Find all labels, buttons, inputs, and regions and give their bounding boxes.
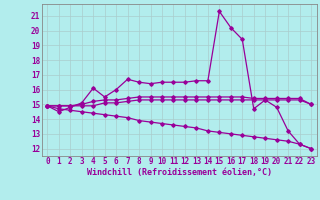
X-axis label: Windchill (Refroidissement éolien,°C): Windchill (Refroidissement éolien,°C) [87,168,272,177]
